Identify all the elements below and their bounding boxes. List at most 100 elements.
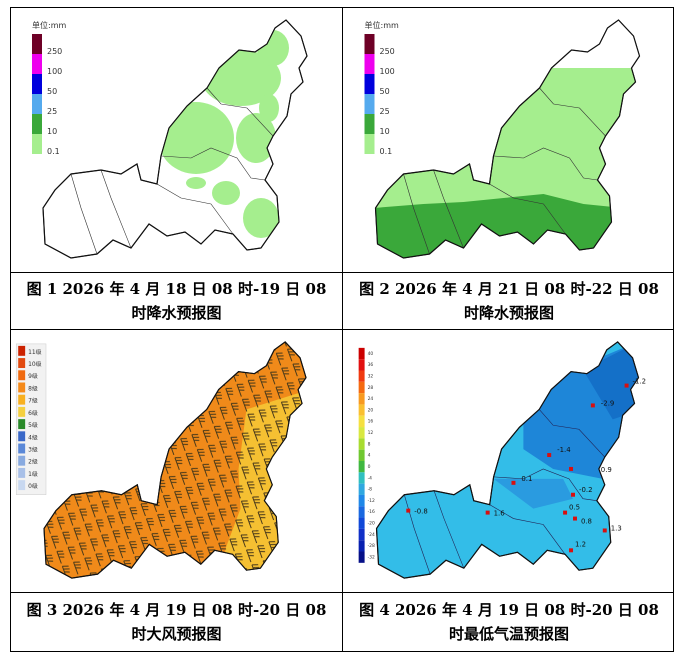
fig4-temperature-stations: -1.2 -2.9 -1.4 0.1 0.9 -0.2 -0.8 1.6 0.50.8 1.3 1.…: [406, 378, 646, 553]
station-marker: [624, 383, 629, 388]
legend-label: 8: [368, 441, 371, 447]
station-temp-label: 0.1: [521, 475, 532, 483]
legend-label: 3级: [28, 445, 38, 453]
legend-swatch: [358, 427, 365, 439]
legend-label: 0级: [28, 482, 38, 490]
legend-swatch: [364, 74, 375, 94]
row-divider-3: [11, 592, 673, 593]
fig1-caption-line1: 图 1 2026 年 4 月 18 日 08 时-19 日 08: [26, 280, 327, 298]
fig4-caption-line2: 时最低气温预报图: [448, 625, 569, 643]
legend-swatch: [364, 114, 375, 134]
legend-swatch: [18, 394, 26, 405]
fig4-map: 40 36 32 28 24 20 16 12 8 4 0 -4 -8 -12 -16 -20 -24 -28 -3…: [343, 330, 675, 592]
station-marker: [511, 480, 516, 485]
legend-label: 9级: [28, 372, 38, 380]
station-marker: [569, 466, 574, 471]
legend-swatch: [18, 406, 26, 417]
station-temp-label: -2.9: [601, 399, 615, 407]
station-temp-label: -1.4: [557, 446, 571, 454]
station-temp-label: 1.2: [575, 540, 586, 548]
legend-label: -16: [368, 509, 375, 515]
fig2-map: 单位:mm 250 100 50 25 10 0.1: [343, 8, 675, 272]
figure-grid: 单位:mm 250 100 50 25 10 0.1 单位:mm 250 100 50 2: [10, 7, 674, 652]
legend-label: -24: [368, 532, 375, 538]
legend-swatch: [358, 494, 365, 507]
legend-swatch: [358, 393, 365, 405]
fig4-caption-line1: 图 4 2026 年 4 月 19 日 08 时-20 日 08: [359, 601, 659, 619]
station-marker: [590, 403, 595, 408]
station-temp-label: 0.9: [601, 466, 612, 474]
legend-swatch: [18, 467, 26, 478]
legend-label: 40: [368, 351, 374, 357]
legend-label: 0: [368, 464, 371, 470]
legend-label: 24: [368, 396, 374, 402]
legend-label: 0.1: [380, 147, 393, 156]
legend-label: 4: [368, 453, 371, 459]
legend-label: 11级: [28, 348, 42, 356]
fig2-caption-line1: 图 2 2026 年 4 月 21 日 08 时-22 日 08: [359, 280, 659, 298]
fig1-caption: 图 1 2026 年 4 月 18 日 08 时-19 日 08 时降水预报图: [11, 274, 342, 328]
station-temp-label: -0.2: [579, 486, 593, 494]
row-divider-2: [11, 329, 673, 330]
fig1-precip-areas: [158, 30, 289, 238]
legend-swatch: [358, 449, 365, 461]
station-marker: [602, 528, 607, 533]
legend-swatch: [358, 483, 365, 495]
legend-label: 16: [368, 419, 374, 425]
station-temp-label: -1.2: [633, 378, 647, 386]
legend-label: 36: [368, 362, 374, 368]
legend-swatch: [358, 370, 365, 382]
legend-label: 7级: [28, 397, 38, 405]
legend-label: -20: [368, 521, 375, 527]
legend-label: 100: [47, 67, 62, 76]
legend-swatch: [32, 74, 42, 94]
legend-label: 20: [368, 407, 374, 413]
fig2-caption: 图 2 2026 年 4 月 21 日 08 时-22 日 08 时降水预报图: [343, 274, 675, 328]
legend-swatch: [364, 34, 375, 54]
legend-label: -8: [368, 487, 373, 493]
legend-swatch: [32, 54, 42, 74]
station-temp-label: 0.5: [569, 504, 580, 512]
legend-label: -32: [368, 554, 375, 560]
legend-swatch: [358, 438, 365, 450]
station-marker: [573, 516, 577, 521]
station-marker: [569, 548, 574, 553]
legend-label: 32: [368, 373, 374, 379]
station-temp-label: -0.8: [414, 508, 428, 516]
fig2-legend: 单位:mm 250 100 50 25 10 0.1: [364, 20, 399, 156]
legend-label: 4级: [28, 433, 38, 441]
station-marker: [547, 453, 552, 458]
legend-title: 单位:mm: [365, 20, 399, 30]
legend-label: 25: [380, 107, 390, 116]
legend-swatch: [32, 114, 42, 134]
legend-swatch: [32, 134, 42, 154]
legend-swatch: [358, 506, 365, 518]
legend-swatch: [358, 551, 365, 563]
station-marker: [563, 510, 568, 515]
legend-swatch: [358, 404, 365, 416]
legend-label: 50: [380, 87, 390, 96]
legend-swatch: [364, 94, 375, 114]
fig4-legend: 4036322824201612840-4-8-12-16-20-24-28-3…: [358, 347, 375, 563]
legend-label: 5级: [28, 421, 38, 429]
legend-label: 100: [380, 67, 395, 76]
station-temp-label: 1.6: [494, 510, 505, 518]
station-temp-label: 1.3: [611, 524, 622, 532]
station-marker: [571, 492, 575, 497]
legend-label: -12: [368, 498, 375, 504]
legend-label: 6级: [28, 409, 38, 417]
legend-label: 12: [368, 430, 374, 436]
legend-label: 28: [368, 385, 374, 391]
legend-swatch: [358, 461, 365, 473]
legend-label: 250: [47, 47, 62, 56]
legend-swatch: [18, 455, 26, 466]
fig1-legend: 单位:mm 250 100 50 25 10 0.1: [32, 20, 66, 156]
legend-label: 0.1: [47, 147, 60, 156]
legend-label: 2级: [28, 458, 38, 466]
legend-swatch: [18, 480, 26, 491]
legend-label: 1级: [28, 470, 38, 478]
legend-label: 10: [47, 127, 57, 136]
legend-swatch: [18, 443, 26, 454]
legend-swatch: [364, 54, 375, 74]
legend-label: 10: [380, 127, 390, 136]
